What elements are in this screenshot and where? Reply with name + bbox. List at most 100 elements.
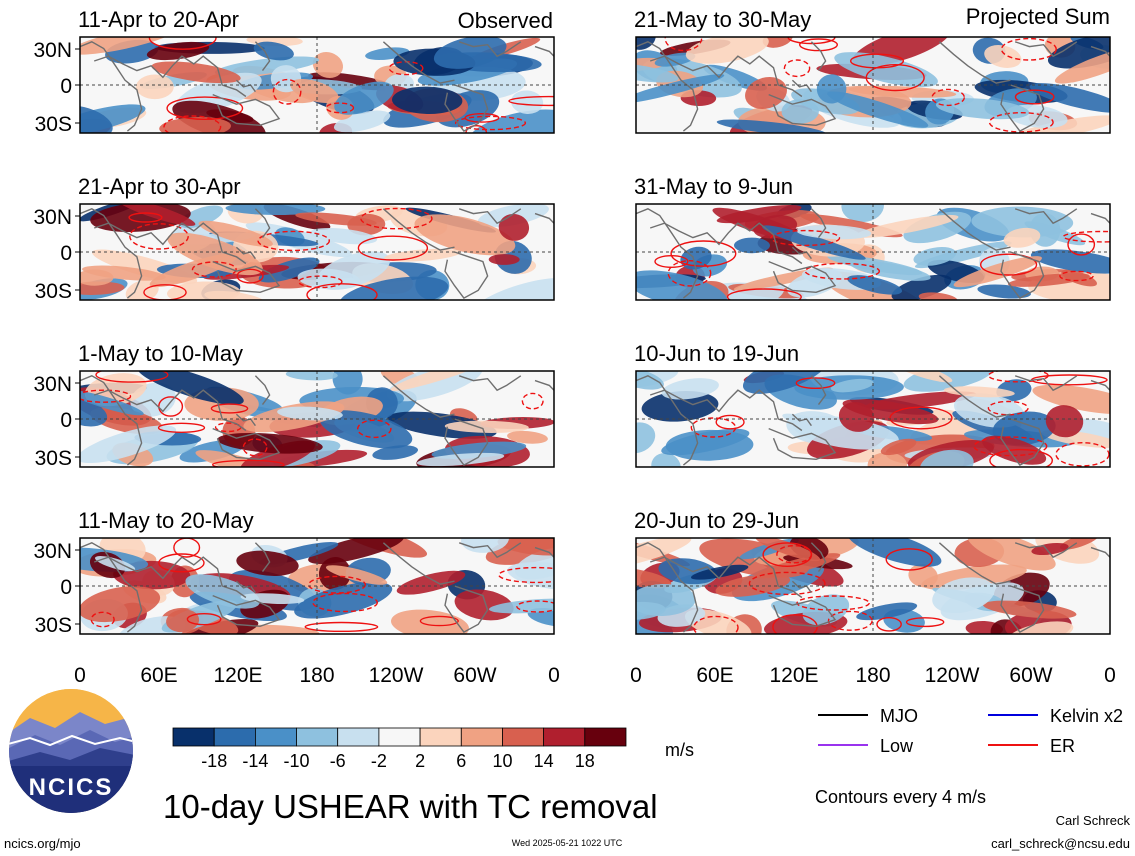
projected-label: Projected Sum	[966, 4, 1110, 29]
er-contour	[979, 253, 1038, 276]
shear-blob	[827, 91, 929, 128]
coastline	[212, 93, 281, 127]
lon-tick-label: 60W	[453, 664, 496, 687]
er-contour	[1067, 233, 1096, 256]
shear-blob	[1007, 273, 1090, 287]
shear-blob	[796, 224, 872, 240]
shear-blob	[1030, 249, 1110, 274]
lon-tick-label: 120E	[769, 664, 818, 687]
lon-tick-label: 120W	[925, 664, 980, 687]
coastline	[649, 389, 803, 432]
er-contour	[304, 621, 379, 633]
footer-email[interactable]: carl_schreck@ncsu.edu	[991, 836, 1130, 851]
shear-blob	[166, 609, 200, 633]
er-contour	[989, 448, 1053, 467]
panel-frame	[635, 537, 1111, 635]
shear-blob	[856, 602, 918, 621]
coastline	[458, 41, 522, 58]
lon-tick-label: 60E	[696, 664, 733, 687]
colorbar-tick-label: 18	[575, 751, 595, 771]
coastline	[649, 222, 803, 265]
er-contour	[1055, 441, 1110, 467]
shear-blob	[319, 410, 413, 449]
coastline	[791, 246, 812, 260]
shear-blob	[527, 608, 554, 627]
shear-blob	[233, 624, 320, 634]
coastline	[938, 542, 1011, 585]
shear-blob	[195, 450, 287, 467]
shear-blob	[1010, 115, 1110, 133]
er-contour	[212, 459, 285, 467]
shear-blob	[762, 225, 866, 260]
shear-blob	[497, 538, 554, 556]
shear-blob	[472, 278, 554, 300]
er-contour	[987, 371, 1049, 383]
map-panel: 31-May to 9-Jun	[634, 174, 1111, 301]
shear-blob	[1003, 227, 1041, 248]
shear-blob	[755, 538, 821, 562]
shear-blob	[880, 438, 917, 456]
er-contour	[1059, 270, 1094, 282]
coastline	[80, 542, 143, 633]
coastline	[1014, 542, 1078, 559]
map-panel: 20-Jun to 29-Jun	[634, 508, 1111, 635]
coastline	[212, 260, 281, 294]
shear-blob	[967, 538, 1056, 571]
shear-blob	[185, 574, 260, 609]
lon-tick-label: 180	[855, 664, 890, 687]
panel-title: 1-May to 10-May	[78, 341, 243, 366]
shear-blob	[1047, 37, 1110, 69]
er-contour	[272, 78, 302, 105]
er-contour	[257, 230, 331, 252]
er-contour	[242, 438, 268, 457]
er-contour	[690, 417, 737, 438]
shear-blob	[641, 390, 719, 422]
er-contour	[498, 566, 554, 584]
shear-blob	[325, 565, 388, 585]
coastline	[93, 389, 247, 432]
longitude-labels: 0 60E 120E 180 120W 60W 0 0 60E 120E 180 120W 60W 0	[74, 664, 1116, 687]
shear-blob	[636, 63, 679, 83]
coastline	[810, 41, 827, 72]
shear-blob	[225, 204, 326, 216]
shear-blob	[82, 265, 166, 281]
shear-blob	[507, 430, 548, 444]
coastline	[1090, 546, 1110, 558]
shear-blob	[372, 445, 419, 460]
er-contour	[987, 400, 1029, 416]
er-contour	[80, 389, 132, 403]
shear-blob	[414, 214, 516, 256]
coastline	[1090, 379, 1110, 391]
panel-title: 21-May to 30-May	[634, 7, 811, 32]
shear-blob	[136, 74, 174, 100]
shear-blob	[217, 432, 323, 454]
coastline	[810, 375, 827, 406]
coastline	[93, 556, 247, 599]
er-contour	[804, 262, 880, 280]
shear-blob	[716, 205, 802, 224]
map-panel: 21-May to 30-May	[634, 7, 1111, 134]
colorbar-swatch	[378, 727, 421, 747]
er-contour	[306, 283, 378, 300]
er-contour	[236, 268, 264, 284]
coastline	[534, 546, 554, 558]
shear-blob	[1059, 538, 1100, 550]
colorbar-tick-label: -14	[242, 751, 268, 771]
shear-blob	[842, 398, 939, 425]
coastline	[382, 208, 455, 251]
coastline	[382, 375, 455, 418]
er-contour	[889, 406, 953, 430]
map-panel: 11-Apr to 20-Apr 30N 0 30S	[33, 7, 555, 136]
er-contour	[356, 419, 392, 439]
coastline	[534, 379, 554, 391]
shear-blob	[1029, 83, 1110, 113]
shear-blob	[636, 371, 664, 390]
footer-link[interactable]: ncics.org/mjo	[4, 836, 81, 851]
lon-tick-label: 60W	[1009, 664, 1052, 687]
coastline	[235, 413, 256, 427]
coastline	[212, 427, 281, 461]
coastline	[1014, 375, 1078, 392]
lat-tick-label: 30N	[33, 206, 72, 229]
shear-blob	[734, 237, 770, 254]
er-contour	[772, 614, 818, 634]
